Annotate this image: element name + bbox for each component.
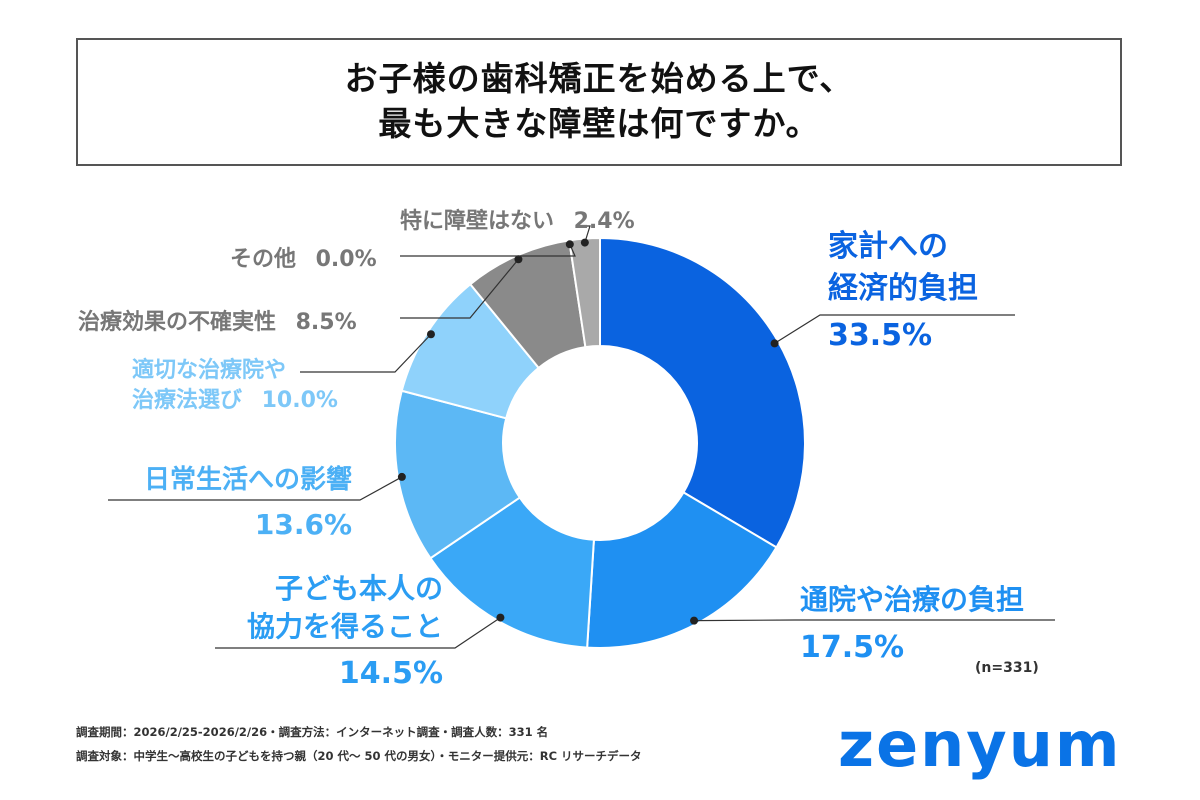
slice-household-cost	[599, 236, 806, 549]
sample-size-note: (n=331)	[975, 660, 1039, 676]
label-other: その他 0.0%	[230, 241, 377, 273]
leader-line-visits-burden	[694, 619, 1055, 622]
label-household-cost: 家計への 経済的負担 33.5%	[828, 226, 978, 353]
slice-child-cooperation	[429, 496, 595, 649]
leader-dot-uncertain-effect	[514, 255, 523, 264]
pct-other: 0.0%	[315, 247, 377, 272]
pct-visits-burden: 17.5%	[800, 630, 905, 665]
label-child-cooperation-line-1: 子ども本人の	[274, 572, 443, 605]
label-household-cost-line-2: 経済的負担	[828, 271, 978, 306]
chart-title-line-2: 最も大きな障壁は何ですか。	[378, 104, 820, 143]
pct-daily-life: 13.6%	[254, 508, 352, 541]
title-box: お子様の歯科矯正を始める上で、 最も大きな障壁は何ですか。	[76, 38, 1122, 166]
leader-dot-other	[565, 240, 574, 249]
label-clinic-choice-line-2: 治療法選び	[132, 388, 243, 413]
label-visits-burden: 通院や治療の負担 17.5%	[800, 580, 1024, 665]
label-clinic-choice-line-1: 適切な治療院や	[132, 358, 287, 383]
pct-child-cooperation: 14.5%	[338, 656, 443, 691]
label-daily-life-line-1: 日常生活への影響	[143, 465, 352, 495]
leader-line-daily-life	[108, 476, 403, 501]
label-visits-burden-line-1: 通院や治療の負担	[800, 583, 1025, 616]
leader-line-no-barrier	[580, 225, 591, 243]
label-no-barrier: 特に障壁はない 2.4%	[400, 203, 635, 235]
leader-dot-child-cooperation	[496, 613, 505, 622]
leader-dot-visits-burden	[690, 616, 699, 625]
footer-survey-period: 調査期間：2026/2/25-2026/2/26・調査方法：インターネット調査・…	[76, 725, 549, 739]
pct-household-cost: 33.5%	[828, 318, 933, 353]
slice-visits-burden	[586, 491, 778, 649]
leader-line-clinic-choice	[300, 333, 432, 373]
leader-line-child-cooperation	[215, 617, 501, 649]
leader-dot-clinic-choice	[426, 330, 435, 339]
footer-survey-target: 調査対象：中学生〜高校生の子どもを持つ親（20 代〜 50 代の男女）・モニター…	[76, 749, 642, 763]
label-no-barrier-line-1: 特に障壁はない	[400, 209, 555, 234]
label-uncertain-effect: 治療効果の不確実性 8.5%	[78, 304, 357, 336]
leader-dot-no-barrier	[580, 238, 589, 247]
label-child-cooperation-line-2: 協力を得ること	[246, 610, 443, 643]
pct-no-barrier: 2.4%	[573, 209, 635, 234]
label-clinic-choice: 適切な治療院や 治療法選び 10.0%	[132, 356, 338, 416]
label-uncertain-effect-line-1: 治療効果の不確実性	[78, 310, 277, 335]
pct-uncertain-effect: 8.5%	[295, 310, 357, 335]
leader-dot-household-cost	[770, 339, 779, 348]
zenyum-logo: zenyum	[838, 708, 1122, 781]
label-other-line-1: その他	[230, 247, 297, 272]
leader-line-uncertain-effect	[400, 258, 519, 319]
leader-line-other	[400, 244, 576, 257]
leader-line-household-cost	[774, 314, 1015, 344]
leader-dot-daily-life	[397, 472, 406, 481]
label-daily-life: 日常生活への影響 13.6%	[108, 462, 352, 541]
slice-no-barrier	[568, 236, 601, 349]
label-household-cost-line-1: 家計への	[828, 229, 948, 264]
chart-title-line-1: お子様の歯科矯正を始める上で、	[344, 59, 854, 99]
label-child-cooperation: 子ども本人の 協力を得ること 14.5%	[225, 570, 443, 691]
pct-clinic-choice: 10.0%	[261, 388, 338, 413]
